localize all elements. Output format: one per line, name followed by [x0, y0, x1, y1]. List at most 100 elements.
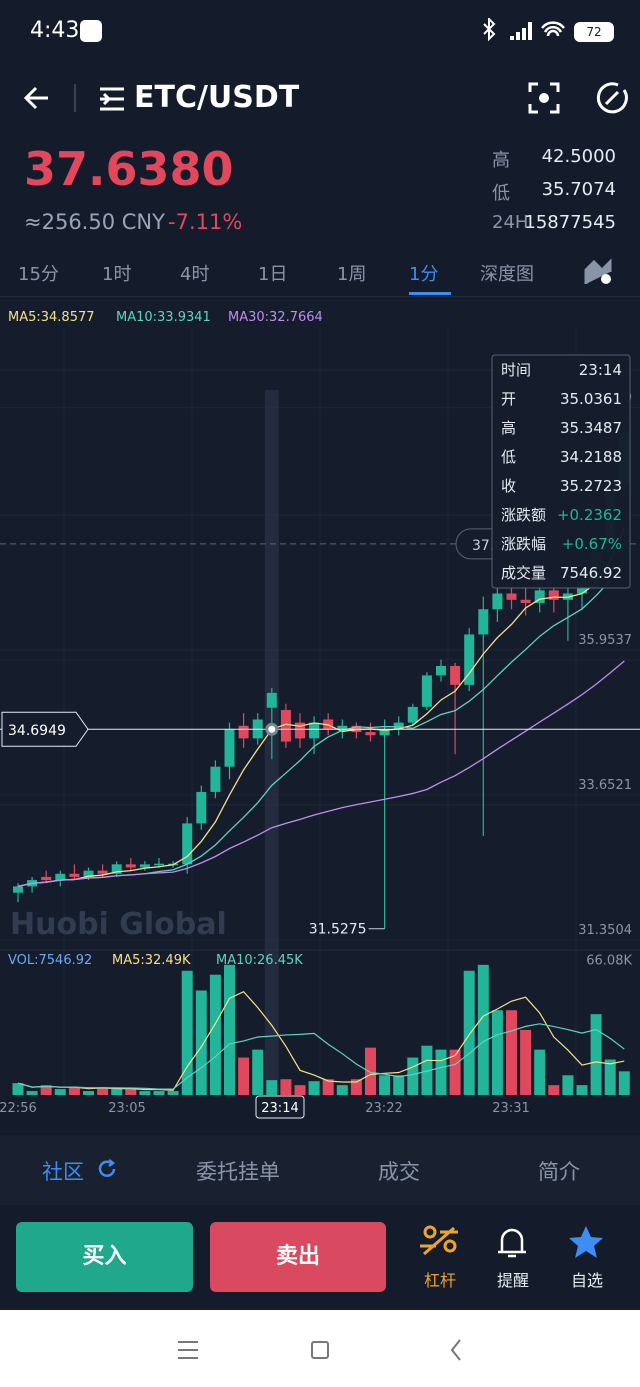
volume-bar: [280, 1079, 292, 1095]
vol-label: MA5:32.49K: [112, 953, 191, 968]
crosshair-dot: [265, 722, 279, 736]
volume-bar: [548, 1085, 560, 1095]
candle-body: [125, 864, 136, 868]
volume-bar: [449, 1049, 461, 1095]
bottom-tab[interactable]: 委托挂单: [196, 1160, 280, 1184]
candle-body: [13, 886, 23, 893]
volume-bar: [181, 970, 193, 1095]
menu-icon[interactable]: [98, 86, 128, 112]
interval-tab[interactable]: 1日: [258, 264, 288, 285]
volume-bar: [365, 1047, 376, 1095]
tooltip-value: 34.2188: [560, 448, 622, 466]
vol-ma5-line: [17, 990, 625, 1091]
candle-body: [309, 722, 320, 739]
ma30-line: [17, 660, 625, 888]
sell-button[interactable]: 卖出: [210, 1222, 386, 1292]
divider: [74, 84, 76, 112]
candle-body: [97, 870, 108, 874]
action-label[interactable]: 杠杆: [424, 1271, 457, 1290]
interval-tab[interactable]: 15分: [18, 264, 59, 285]
tooltip-value: +0.67%: [562, 535, 622, 553]
stat-value: 15877545: [524, 212, 616, 233]
crosshair-label-box: [1, 711, 89, 747]
stat-value: 35.7074: [541, 179, 616, 200]
volume-bar: [125, 1089, 137, 1095]
volume-bar: [322, 1079, 334, 1095]
refresh-icon[interactable]: [96, 1158, 118, 1180]
volume-bar: [491, 1010, 503, 1095]
volume-bar: [139, 1091, 151, 1095]
volume-bar: [12, 1083, 24, 1095]
candle-body: [55, 873, 66, 881]
volume-bar: [520, 1029, 532, 1095]
candle-body: [182, 823, 193, 865]
tooltip-value: 23:14: [579, 361, 622, 379]
candle-body: [464, 634, 475, 685]
stat-label: 24H: [492, 212, 529, 233]
nav-buttons[interactable]: [170, 1336, 470, 1364]
candle-body: [41, 876, 52, 881]
volume-bar: [534, 1049, 546, 1095]
action-label[interactable]: 提醒: [497, 1271, 530, 1290]
volume-bar: [54, 1089, 66, 1095]
candle-body: [478, 609, 489, 635]
candle-body: [196, 791, 207, 824]
tooltip-label: 时间: [501, 361, 531, 379]
crosshair-label: 34.6949: [8, 723, 66, 739]
volume-bar: [350, 1079, 362, 1095]
tooltip-box: [491, 354, 631, 589]
bottom-tab[interactable]: 成交: [378, 1160, 420, 1184]
low-marker-label: 31.5275: [309, 922, 367, 938]
pair-title: ETC/USDT: [134, 80, 300, 115]
candle-body: [154, 863, 164, 866]
interval-tab[interactable]: 4时: [180, 264, 210, 285]
candle-body: [548, 590, 559, 600]
stat-label: 高: [492, 150, 510, 171]
bottom-tab[interactable]: 社区: [42, 1160, 84, 1184]
tooltip-value: 35.2723: [560, 477, 622, 495]
kline-chart: Huobi Global39.800035.953733.652131.3504…: [0, 298, 640, 1119]
tooltip-label: 低: [501, 448, 516, 466]
candle-body: [238, 725, 249, 739]
candle-body: [337, 725, 348, 729]
interval-tab[interactable]: 1周: [337, 264, 367, 285]
volume-bar: [224, 964, 235, 1095]
clock: 4:43: [30, 18, 80, 43]
candle-body: [111, 864, 122, 874]
interval-tab[interactable]: 1时: [102, 264, 132, 285]
interval-tab[interactable]: 深度图: [480, 264, 534, 285]
tooltip-label: 开: [501, 390, 516, 408]
candle-body: [69, 873, 80, 877]
volume-bar: [167, 1091, 179, 1095]
candle-body: [436, 665, 446, 676]
volume-bar: [604, 1059, 616, 1095]
header-icons[interactable]: [528, 82, 628, 116]
buy-button[interactable]: 买入: [16, 1222, 193, 1292]
volume-bar: [252, 1049, 264, 1095]
back-button[interactable]: [20, 82, 60, 114]
action-label[interactable]: 自选: [571, 1271, 604, 1290]
vol-ma10-line: [17, 1023, 625, 1090]
volume-bar: [308, 1081, 320, 1095]
volume-bar: [618, 1071, 630, 1095]
volume-bar: [506, 1010, 517, 1095]
ma5-line: [17, 528, 625, 888]
x-tick-label: 23:05: [108, 1101, 145, 1116]
bottom-tab[interactable]: 简介: [538, 1160, 580, 1184]
x-tick-label: 23:14: [261, 1101, 298, 1116]
candle-body: [224, 728, 235, 767]
volume-bar: [238, 1057, 250, 1095]
interval-tab[interactable]: 1分: [409, 264, 439, 285]
candle-body: [280, 710, 291, 742]
volume-bar: [209, 974, 221, 1095]
volume-bar: [195, 990, 207, 1095]
cny-price: ≈256.50 CNY: [24, 210, 165, 234]
selected-time-box: [255, 1095, 305, 1119]
stat-label: 低: [492, 183, 510, 204]
settings-icon[interactable]: [584, 258, 616, 286]
volume-bar: [97, 1087, 109, 1095]
status-icons: [483, 18, 565, 42]
battery: 72: [574, 22, 614, 42]
volume-bar: [379, 1075, 391, 1095]
